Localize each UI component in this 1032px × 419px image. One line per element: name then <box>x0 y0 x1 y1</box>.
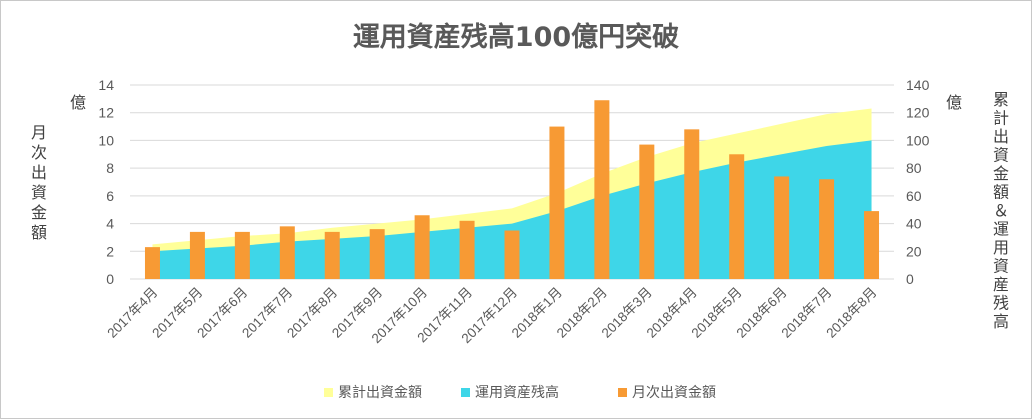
bar-monthly-investment <box>279 226 295 279</box>
bar-monthly-investment <box>639 144 655 279</box>
right-axis-unit: 億 <box>946 93 962 112</box>
right-axis-label: 累計出資金額＆運用資産残高 <box>993 90 1009 331</box>
bar-monthly-investment <box>324 231 340 279</box>
bar-monthly-investment <box>189 231 205 279</box>
right-tick-label: 120 <box>906 105 930 121</box>
left-tick-label: 2 <box>106 243 114 259</box>
left-tick-label: 6 <box>106 188 114 204</box>
left-axis-unit: 億 <box>70 93 86 112</box>
left-tick-label: 12 <box>98 105 114 121</box>
right-tick-label: 140 <box>906 77 930 93</box>
bar-monthly-investment <box>684 129 700 279</box>
right-axis-ticks: 0 20 40 60 80 100 120 140 <box>906 77 930 287</box>
legend-swatch <box>461 388 470 397</box>
bar-monthly-investment <box>369 229 385 279</box>
legend-label: 運用資産残高 <box>475 384 559 401</box>
left-axis-ticks: 0 2 4 6 8 10 12 14 <box>98 77 114 287</box>
axis-label-text: 月次出資金額 <box>31 123 47 242</box>
left-tick-label: 8 <box>106 160 114 176</box>
left-tick-label: 4 <box>106 216 114 232</box>
right-tick-label: 80 <box>906 160 922 176</box>
bar-monthly-investment <box>864 211 880 279</box>
bar-monthly-investment <box>234 231 250 279</box>
left-tick-label: 10 <box>98 132 114 148</box>
right-tick-label: 60 <box>906 188 922 204</box>
left-axis-label: 月次出資金額 <box>31 123 47 242</box>
legend-swatch <box>324 388 333 397</box>
legend-swatch <box>618 388 627 397</box>
bar-monthly-investment <box>414 215 430 279</box>
bar-monthly-investment <box>594 100 610 279</box>
bar-monthly-investment <box>774 176 790 279</box>
axis-label-text: 累計出資金額＆運用資産残高 <box>993 90 1009 331</box>
left-tick-label: 0 <box>106 271 114 287</box>
legend-label: 累計出資金額 <box>338 385 422 401</box>
bar-monthly-investment <box>144 247 160 279</box>
right-tick-label: 100 <box>906 132 930 148</box>
bar-monthly-investment <box>549 126 565 279</box>
bar-monthly-investment <box>459 220 475 279</box>
bar-monthly-investment <box>504 230 520 279</box>
legend: 累計出資金額 運用資産残高 月次出資金額 <box>324 384 716 401</box>
x-axis-ticks: 2017年4月2017年5月2017年6月2017年7月2017年8月2017年… <box>104 285 879 347</box>
right-tick-label: 40 <box>906 216 922 232</box>
chart-title: 運用資産残高100億円突破 <box>352 22 680 53</box>
bar-monthly-investment <box>819 179 835 279</box>
right-tick-label: 0 <box>906 271 914 287</box>
right-tick-label: 20 <box>906 243 922 259</box>
bar-monthly-investment <box>729 154 745 279</box>
legend-label: 月次出資金額 <box>632 385 716 401</box>
bar-series <box>144 100 880 279</box>
left-tick-label: 14 <box>98 77 114 93</box>
